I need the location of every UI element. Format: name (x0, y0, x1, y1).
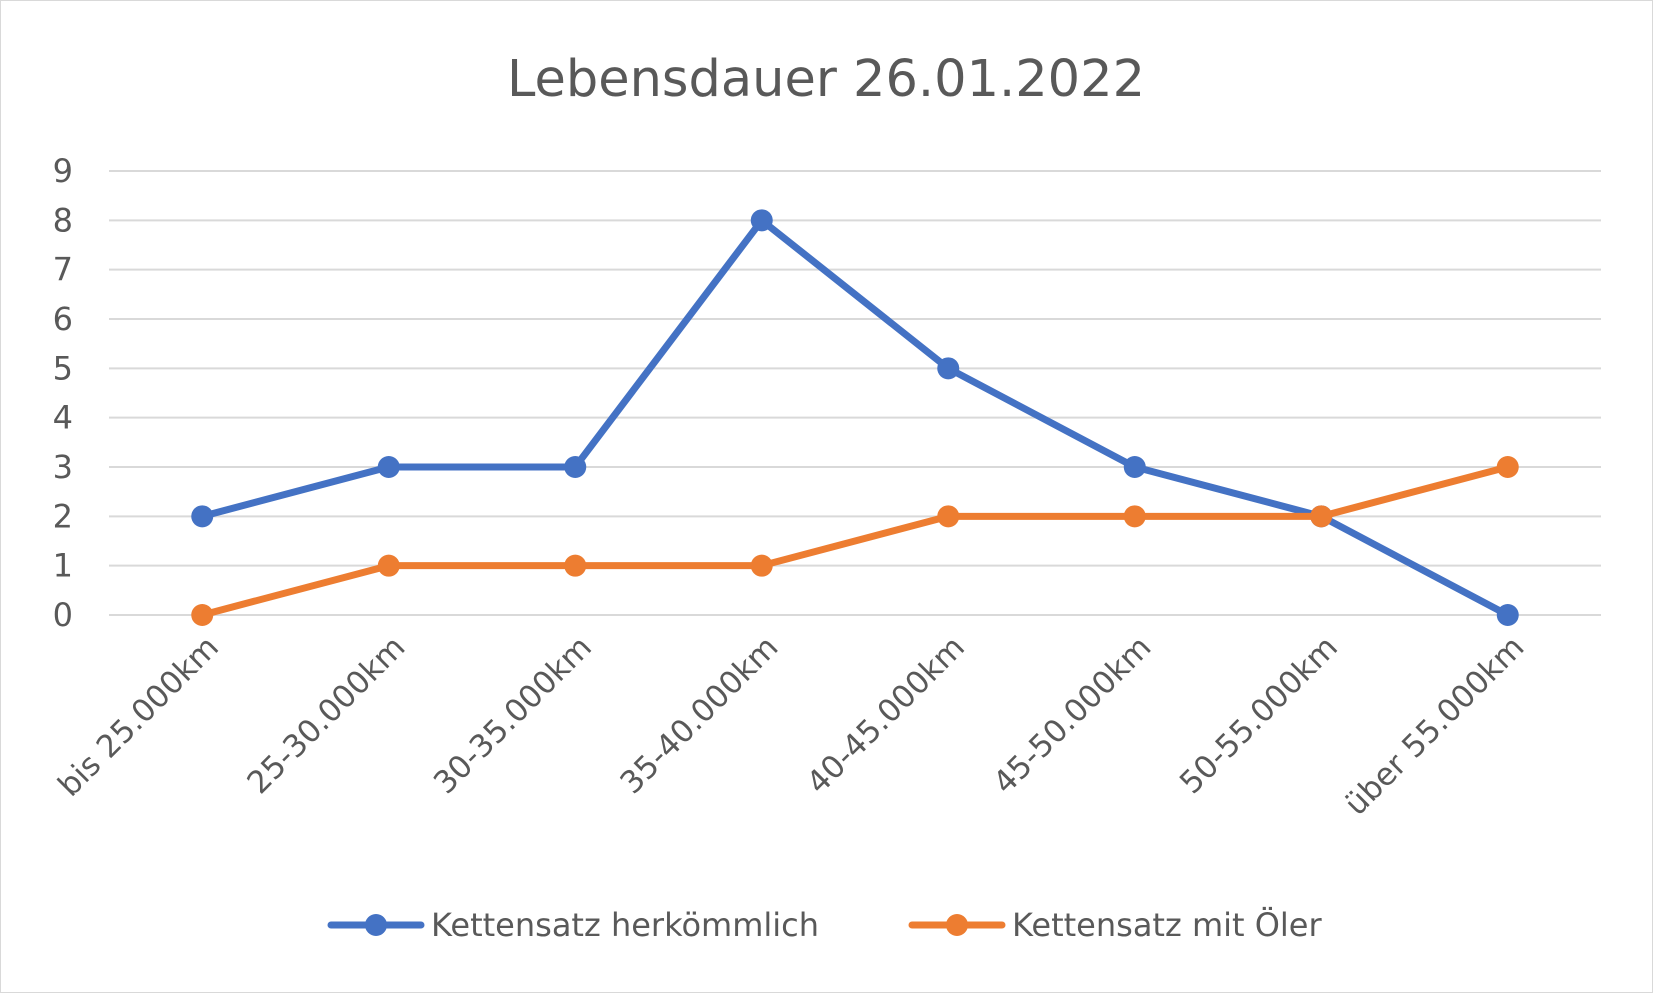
x-axis-tick-labels: bis 25.000km 25-30.000km 30-35.000km 35-40.… (51, 629, 1531, 822)
data-point-kettensatz-herkoemmlich-bis-25-000km (191, 505, 214, 528)
x-tick-label-40-45-000km: 40-45.000km (800, 629, 972, 801)
series-kettensatz-herkoemmlich (191, 209, 1519, 626)
data-point-kettensatz-herkoemmlich-30-35-000km (564, 456, 587, 478)
y-tick-label-9: 9 (53, 152, 73, 190)
y-axis-tick-labels: 0 1 2 3 4 5 6 7 8 9 (53, 152, 73, 634)
data-point-kettensatz-mit-oeler-40-45-000km (937, 505, 960, 528)
series-lines (191, 209, 1519, 626)
legend-label: Kettensatz mit Öler (1012, 906, 1322, 944)
series-kettensatz-mit-oeler (191, 456, 1519, 626)
series-line-kettensatz-herkoemmlich (198, 216, 1512, 619)
y-tick-label-7: 7 (53, 251, 73, 289)
y-tick-label-8: 8 (53, 201, 73, 239)
data-point-kettensatz-mit-oeler-bis-25-000km (191, 604, 214, 626)
legend-marker-swatch (946, 914, 968, 936)
data-point-kettensatz-mit-oeler-35-40-000km (750, 554, 773, 577)
y-tick-label-0: 0 (53, 596, 73, 634)
y-tick-label-1: 1 (53, 547, 73, 585)
x-tick-label-35-40-000km: 35-40.000km (613, 629, 785, 801)
legend-entry-kettensatz-herkoemmlich: Kettensatz herkömmlich (327, 906, 819, 944)
legend: Kettensatz herkömmlich Kettensatz mit Öle… (327, 906, 1322, 944)
series-line-kettensatz-mit-oeler (198, 463, 1512, 619)
data-point-kettensatz-mit-oeler-30-35-000km (564, 554, 587, 577)
y-tick-label-3: 3 (53, 448, 73, 486)
x-tick-label-25-30-000km: 25-30.000km (240, 629, 412, 801)
data-point-kettensatz-herkoemmlich-ueber-55-000km (1496, 604, 1519, 626)
data-point-kettensatz-herkoemmlich-35-40-000km (750, 209, 773, 232)
legend-label: Kettensatz herkömmlich (431, 906, 819, 944)
y-tick-label-6: 6 (53, 300, 73, 338)
chart-title: Lebensdauer 26.01.2022 (507, 50, 1145, 109)
data-point-kettensatz-mit-oeler-50-55-000km (1310, 505, 1333, 528)
legend-entry-kettensatz-mit-oeler: Kettensatz mit Öler (908, 906, 1322, 944)
data-point-kettensatz-mit-oeler-ueber-55-000km (1496, 456, 1519, 478)
data-point-kettensatz-herkoemmlich-45-50-000km (1123, 456, 1146, 478)
x-tick-label-ueber-55-000km: über 55.000km (1338, 629, 1531, 822)
x-tick-label-30-35-000km: 30-35.000km (427, 629, 599, 801)
y-tick-label-4: 4 (53, 399, 73, 437)
x-tick-label-bis-25-000km: bis 25.000km (51, 629, 226, 804)
y-tick-label-2: 2 (53, 497, 73, 535)
data-point-kettensatz-herkoemmlich-40-45-000km (937, 357, 960, 380)
data-point-kettensatz-mit-oeler-25-30-000km (377, 554, 400, 577)
gridlines (109, 170, 1601, 616)
y-tick-label-5: 5 (53, 349, 73, 387)
x-tick-label-50-55-000km: 50-55.000km (1173, 629, 1345, 801)
x-tick-label-45-50-000km: 45-50.000km (986, 629, 1158, 801)
data-point-kettensatz-herkoemmlich-25-30-000km (377, 456, 400, 478)
legend-marker-swatch (365, 914, 387, 936)
data-point-kettensatz-mit-oeler-45-50-000km (1123, 505, 1146, 528)
